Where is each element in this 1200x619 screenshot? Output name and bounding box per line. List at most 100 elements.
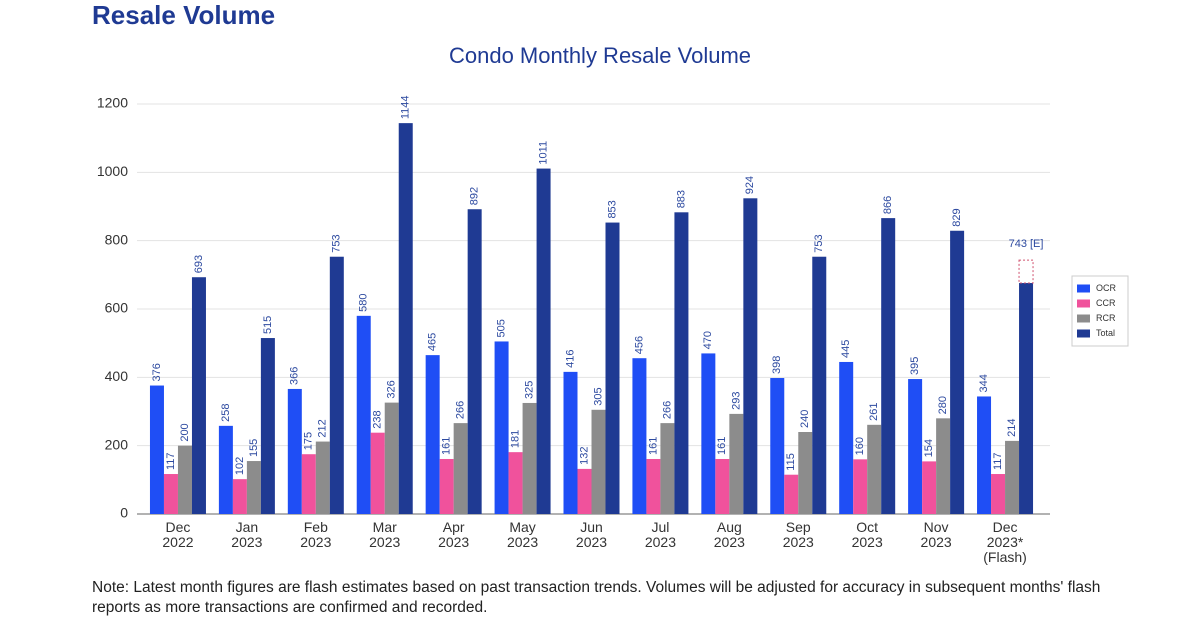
bar: [812, 256, 827, 514]
legend-label: OCR: [1096, 283, 1117, 293]
x-tick-label: Apr 2023: [438, 519, 470, 550]
x-tick-label: Jun 2023: [575, 519, 608, 550]
data-label: 465: [427, 333, 439, 351]
data-label: 1144: [400, 95, 412, 119]
data-label: 515: [262, 316, 274, 334]
bar: [715, 458, 730, 514]
bar: [1005, 440, 1020, 514]
data-label: 753: [813, 234, 825, 252]
data-label: 102: [234, 457, 246, 475]
data-label: 132: [578, 447, 590, 465]
x-tick-label: Mar 2023: [369, 519, 401, 550]
bar: [425, 355, 440, 514]
legend-label: RCR: [1096, 313, 1116, 323]
data-label: 161: [441, 437, 453, 455]
data-label: 238: [372, 410, 384, 428]
bar: [605, 222, 620, 514]
bar: [784, 474, 799, 514]
bar: [163, 474, 178, 514]
bar: [563, 371, 578, 514]
bar: [577, 468, 592, 514]
bar: [494, 341, 509, 514]
bar: [356, 315, 371, 514]
bar: [591, 409, 606, 514]
data-label: 181: [509, 430, 521, 448]
bar: [991, 474, 1006, 514]
data-label: 154: [923, 439, 935, 457]
data-label: 395: [909, 357, 921, 375]
bar: [453, 423, 468, 514]
bar: [908, 379, 923, 514]
bar: [522, 402, 537, 514]
data-label: 366: [289, 367, 301, 385]
bar: [508, 452, 523, 514]
data-label: 305: [592, 387, 604, 405]
data-label: 326: [386, 380, 398, 398]
x-tick-label: Nov 2023: [920, 519, 952, 550]
data-label: 853: [606, 200, 618, 218]
bar: [839, 361, 854, 514]
bar: [370, 432, 385, 514]
data-label: 829: [951, 208, 963, 226]
bar: [936, 418, 951, 514]
data-label: 161: [716, 437, 728, 455]
bar: [287, 388, 302, 514]
data-label: 325: [523, 381, 535, 399]
data-label: 1011: [537, 141, 549, 165]
data-label: 883: [675, 190, 687, 208]
bar: [701, 353, 716, 514]
data-label: 261: [868, 402, 880, 420]
legend-swatch: [1077, 329, 1090, 338]
data-label: 693: [193, 255, 205, 273]
bar: [177, 445, 192, 514]
data-label: 866: [882, 196, 894, 214]
bar: [218, 425, 233, 514]
data-label: 155: [248, 439, 260, 457]
legend-label: Total: [1096, 328, 1115, 338]
data-label: 580: [358, 293, 370, 311]
data-label: 258: [220, 403, 232, 421]
bar: [950, 230, 965, 514]
bar: [660, 423, 675, 514]
bar: [1019, 283, 1034, 514]
data-label: 160: [854, 437, 866, 455]
y-tick-label: 200: [105, 436, 129, 452]
estimate-label: 743 [E]: [1009, 238, 1044, 250]
data-label: 117: [165, 452, 177, 470]
bar: [191, 277, 206, 514]
bar: [439, 458, 454, 514]
data-label: 376: [151, 363, 163, 381]
data-label: 505: [495, 319, 507, 337]
bar: [246, 461, 261, 514]
bar: [536, 168, 551, 514]
data-label: 344: [978, 374, 990, 392]
bar: [467, 209, 482, 514]
y-tick-label: 1000: [97, 163, 128, 179]
x-tick-label: Dec 2023* (Flash): [983, 519, 1027, 565]
legend-label: CCR: [1096, 298, 1116, 308]
chart-title: Condo Monthly Resale Volume: [449, 43, 751, 68]
data-label: 398: [771, 356, 783, 374]
data-label: 175: [303, 432, 315, 450]
data-label: 266: [661, 401, 673, 419]
data-label: 456: [633, 336, 645, 354]
x-tick-label: Aug 2023: [713, 519, 745, 550]
y-tick-label: 400: [105, 368, 129, 384]
estimate-box: [1018, 259, 1034, 284]
bar: [315, 441, 330, 514]
x-tick-label: Sep 2023: [782, 519, 814, 550]
data-label: 416: [564, 350, 576, 368]
bar: [798, 432, 813, 514]
bar: [674, 212, 689, 514]
legend-swatch: [1077, 299, 1090, 308]
data-label: 470: [702, 331, 714, 349]
x-tick-label: Dec 2022: [162, 519, 194, 550]
data-label: 240: [799, 410, 811, 428]
bar: [729, 413, 744, 514]
data-label: 753: [331, 234, 343, 252]
bar: [632, 358, 647, 514]
bar: [260, 338, 275, 514]
bar: [301, 454, 316, 514]
legend-swatch: [1077, 284, 1090, 293]
